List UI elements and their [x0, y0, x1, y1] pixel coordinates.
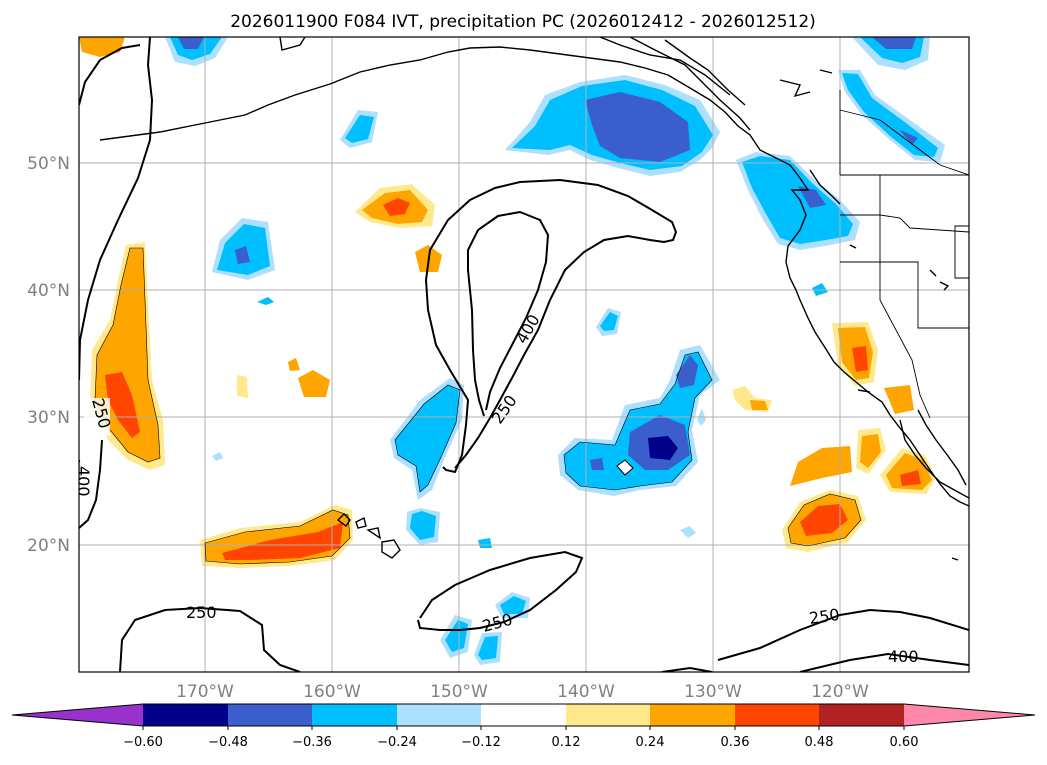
colorbar-seg-5 [481, 704, 566, 726]
lat-label-20N: 20°N [27, 536, 70, 556]
colorbar-tick-labels: −0.60 −0.48 −0.36 −0.24 −0.12 0.12 0.24 … [123, 735, 918, 750]
lat-label-30N: 30°N [27, 408, 70, 428]
colorbar-seg-2 [228, 704, 312, 726]
longitude-labels: 170°W 160°W 150°W 140°W 130°W 120°W [176, 682, 869, 702]
precip-outlines [94, 247, 862, 565]
contour-label-400-southeast: 400 [888, 647, 919, 666]
lat-label-50N: 50°N [27, 154, 70, 174]
contour-label-250-southeast: 250 [808, 605, 841, 628]
positive-precip-regions [79, 37, 936, 568]
colorbar-extend-high [904, 704, 1035, 726]
colorbar-seg-9 [819, 704, 904, 726]
lon-label-120W: 120°W [811, 682, 869, 702]
cb-tick-0: −0.60 [123, 735, 163, 750]
colorbar-seg-8 [735, 704, 819, 726]
colorbar-seg-4 [397, 704, 481, 726]
map-frame [78, 36, 970, 673]
gridlines [79, 37, 969, 672]
cb-tick-5: 0.12 [552, 735, 581, 750]
colorbar-seg-3 [312, 704, 397, 726]
cb-tick-4: −0.12 [461, 735, 501, 750]
colorbar-seg-6 [566, 704, 650, 726]
cb-tick-9: 0.60 [890, 735, 919, 750]
lon-label-160W: 160°W [303, 682, 361, 702]
lat-label-40N: 40°N [27, 281, 70, 301]
negative-precip-regions [165, 37, 945, 665]
cb-tick-1: −0.48 [208, 735, 248, 750]
lon-label-150W: 150°W [430, 682, 488, 702]
cb-tick-6: 0.24 [636, 735, 665, 750]
colorbar-tickmarks [142, 726, 905, 730]
cb-tick-2: −0.36 [292, 735, 332, 750]
cb-tick-7: 0.36 [721, 735, 750, 750]
contour-label-400-west: 400 [74, 466, 93, 497]
borders [839, 90, 969, 419]
colorbar: −0.60 −0.48 −0.36 −0.24 −0.12 0.12 0.24 … [11, 703, 1036, 750]
colorbar-seg-7 [650, 704, 735, 726]
latitude-labels: 50°N 40°N 30°N 20°N [27, 154, 70, 556]
contour-label-250-southwest: 250 [186, 603, 217, 622]
colorbar-extend-low [12, 704, 143, 726]
lon-label-170W: 170°W [176, 682, 234, 702]
cb-tick-3: −0.24 [377, 735, 417, 750]
colorbar-seg-1 [143, 704, 228, 726]
ivt-contours [79, 37, 969, 672]
chart-title: 2026011900 F084 IVT, precipitation PC (2… [230, 12, 816, 32]
cb-tick-8: 0.48 [805, 735, 834, 750]
lon-label-130W: 130°W [684, 682, 742, 702]
lon-label-140W: 140°W [557, 682, 615, 702]
coastlines [99, 37, 969, 561]
